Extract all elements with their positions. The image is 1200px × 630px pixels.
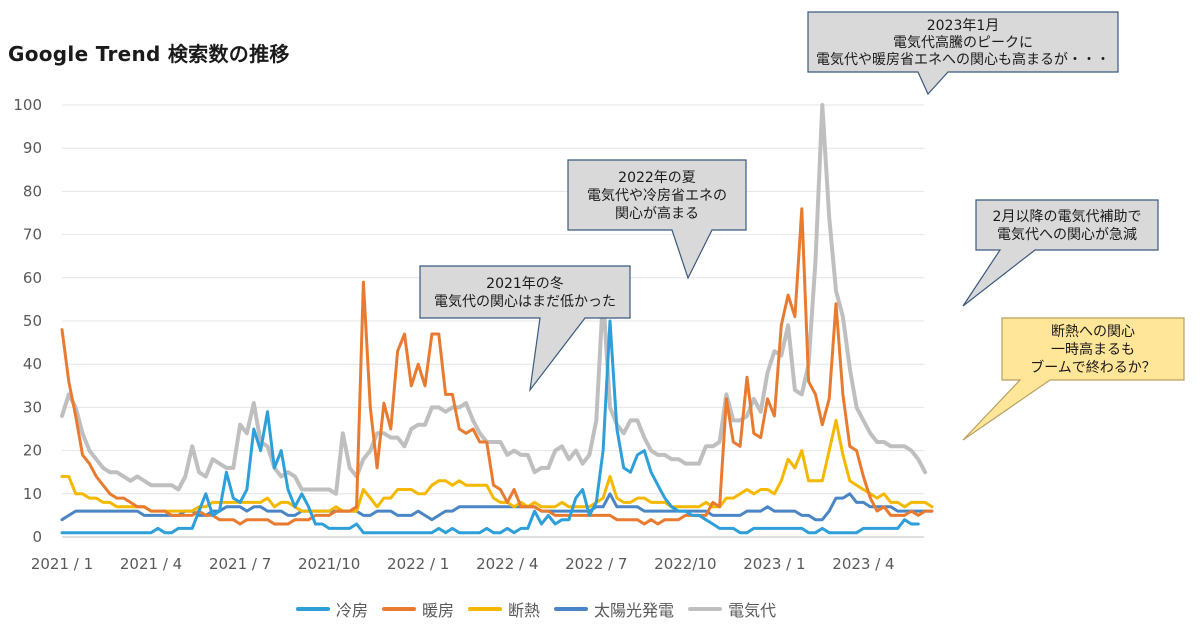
y-tick-label: 80	[23, 182, 42, 200]
callout-text-line: 電気代への関心が急減	[997, 226, 1137, 243]
legend-item: 冷房	[296, 597, 368, 621]
callout-text-line: 電気代高騰のピークに	[893, 34, 1033, 51]
y-tick-label: 90	[23, 139, 42, 157]
legend-item: 暖房	[382, 597, 454, 621]
chart-title: Google Trend 検索数の推移	[8, 42, 290, 66]
callout-text-line: 一時高まるも	[1051, 341, 1135, 358]
x-tick-label: 2021 / 4	[120, 555, 182, 573]
series-lines	[60, 103, 934, 535]
callout-text-line: 2021年の冬	[486, 276, 564, 292]
series-line-4	[60, 103, 928, 496]
x-tick-label: 2023 / 1	[743, 555, 805, 573]
legend-swatch	[296, 607, 330, 611]
callout-shape	[962, 317, 1185, 441]
y-tick-label: 100	[13, 96, 42, 114]
legend-label: 断熱	[508, 601, 541, 620]
callout-shape	[807, 11, 1119, 96]
legend-swatch	[382, 607, 417, 611]
legend-swatch	[468, 607, 503, 611]
callout-text-line: 2022年の夏	[618, 170, 696, 186]
legend-label: 冷房	[336, 601, 369, 620]
legend-label: 太陽光発電	[594, 601, 675, 620]
y-tick-label: 70	[23, 226, 42, 244]
callout-shape	[962, 199, 1159, 307]
x-axis-ticks: 2021 / 1 2021 / 4 2021 / 7 2021/10 2022 / 1 2…	[31, 555, 895, 573]
legend-label: 暖房	[422, 601, 455, 620]
legend-item: 電気代	[688, 597, 776, 621]
x-tick-label: 2022 / 4	[476, 555, 538, 573]
callout-text-line: 電気代や暖房省エネへの関心も高まるが・・・	[816, 51, 1110, 68]
legend-swatch	[554, 607, 589, 611]
y-tick-label: 30	[23, 398, 42, 416]
series-line-2	[60, 418, 934, 513]
legend: 冷房 暖房 断熱 太陽光発電 電気代	[296, 597, 776, 621]
annotations: 2021年の冬電気代の関心はまだ低かった2022年の夏電気代や冷房省エネの関心が…	[419, 11, 1185, 441]
grid-lines	[62, 104, 925, 538]
legend-swatch	[688, 607, 723, 611]
legend-item: 太陽光発電	[554, 597, 674, 621]
y-tick-label: 40	[23, 355, 42, 373]
x-tick-label: 2023 / 4	[832, 555, 894, 573]
x-tick-label: 2021/10	[298, 555, 360, 573]
y-axis-ticks: 0 10 20 30 40 50 60 70 80 90 100	[13, 96, 42, 546]
callout-text-line: ブームで終わるか？	[1030, 359, 1156, 376]
callout-shape	[419, 265, 631, 393]
y-tick-label: 0	[32, 528, 42, 546]
y-tick-label: 50	[23, 312, 42, 330]
callout-text-line: 2月以降の電気代補助で	[993, 209, 1142, 225]
x-tick-label: 2022 / 7	[565, 555, 627, 573]
callout-text-line: 電気代の関心はまだ低かった	[434, 294, 616, 310]
legend-label: 電気代	[728, 601, 777, 620]
callout-text-line: 電気代や冷房省エネの	[587, 188, 727, 204]
y-tick-label: 10	[23, 485, 42, 503]
series-line-0	[60, 319, 920, 535]
callout-shape	[567, 159, 747, 280]
callout-text-line: 2023年1月	[927, 18, 1000, 34]
series-line-1	[60, 207, 934, 526]
callout-text-line: 断熱への関心	[1051, 324, 1135, 340]
x-tick-label: 2022 / 1	[387, 555, 449, 573]
y-tick-label: 20	[23, 442, 42, 460]
x-tick-label: 2022/10	[654, 555, 716, 573]
y-tick-label: 60	[23, 269, 42, 287]
x-tick-label: 2021 / 1	[31, 555, 93, 573]
callout-text-line: 関心が高まる	[615, 205, 699, 222]
legend-item: 断熱	[468, 597, 540, 621]
x-tick-label: 2021 / 7	[209, 555, 271, 573]
